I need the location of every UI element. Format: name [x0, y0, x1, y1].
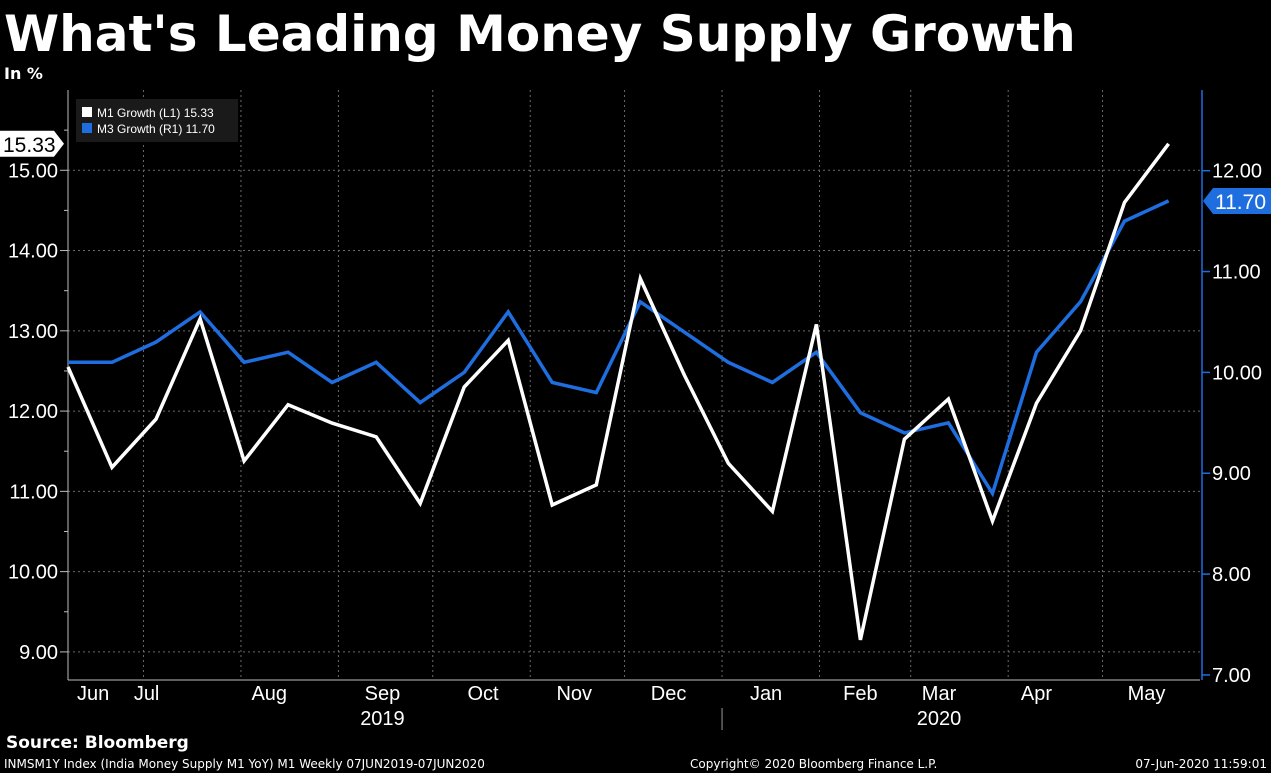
source-label: Source: Bloomberg	[6, 733, 189, 753]
right-tick-label: 11.00	[1212, 262, 1261, 284]
right-tick-label: 10.00	[1212, 362, 1262, 384]
x-tick-label: Apr	[1021, 683, 1052, 705]
legend-swatch	[82, 107, 92, 117]
ticker-description: INMSM1Y Index (India Money Supply M1 YoY…	[4, 757, 485, 771]
left-tick-label: 13.00	[8, 321, 58, 343]
chart-subtitle: In %	[4, 64, 43, 83]
legend-entry: M3 Growth (R1) 11.70	[97, 122, 215, 136]
year-label: 2019	[360, 708, 405, 730]
left-tick-label: 12.00	[8, 401, 58, 423]
x-tick-label: Jun	[77, 683, 109, 705]
x-tick-label: Mar	[922, 683, 957, 705]
year-label: 2020	[917, 708, 962, 730]
m1-last-value-tag	[0, 130, 64, 157]
chart-title: What's Leading Money Supply Growth	[4, 5, 1076, 63]
m1-last-value-label: 15.33	[3, 134, 56, 157]
x-tick-label: Aug	[251, 683, 287, 705]
left-tick-label: 15.00	[8, 160, 58, 182]
x-tick-label: Jan	[750, 683, 782, 705]
left-tick-label: 14.00	[8, 241, 58, 263]
copyright-text: Copyright© 2020 Bloomberg Finance L.P.	[690, 757, 938, 771]
series-line-m1	[66, 142, 1170, 641]
timestamp-text: 07-Jun-2020 11:59:01	[1135, 757, 1267, 771]
right-tick-label: 7.00	[1212, 665, 1251, 687]
left-tick-label: 9.00	[19, 642, 58, 664]
left-tick-label: 11.00	[9, 481, 58, 503]
x-tick-label: Dec	[651, 683, 687, 705]
legend-swatch	[82, 123, 92, 133]
x-tick-label: Sep	[365, 683, 401, 705]
legend-entry: M1 Growth (L1) 15.33	[97, 106, 214, 120]
right-tick-label: 9.00	[1212, 463, 1251, 485]
legend-box	[76, 99, 238, 142]
left-tick-label: 10.00	[8, 562, 58, 584]
x-tick-label: Jul	[134, 683, 160, 705]
right-tick-label: 12.00	[1212, 161, 1262, 183]
right-tick-label: 8.00	[1212, 564, 1251, 586]
m3-last-value-tag	[1203, 187, 1271, 214]
x-tick-label: Feb	[843, 683, 877, 705]
x-tick-label: Nov	[556, 683, 592, 705]
x-tick-label: May	[1128, 683, 1166, 705]
series-line-m3	[68, 199, 1170, 498]
m3-last-value-label: 11.70	[1215, 191, 1266, 214]
x-tick-label: Oct	[468, 683, 500, 705]
